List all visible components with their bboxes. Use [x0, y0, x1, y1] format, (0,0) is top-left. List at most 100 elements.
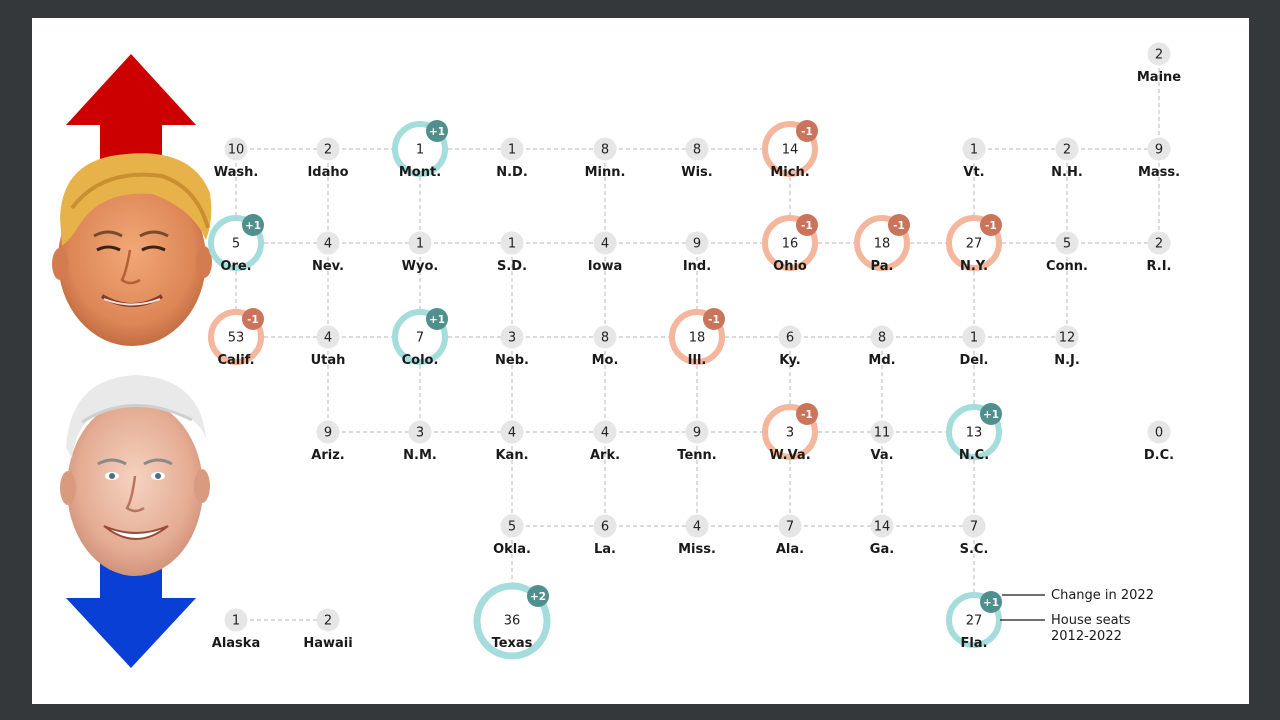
- seat-node: [316, 420, 340, 444]
- state-ky: 6 Ky.: [778, 325, 802, 368]
- state-hawaii: 2 Hawaii: [303, 608, 353, 651]
- state-ohio: 16 Ohio -1: [762, 214, 818, 274]
- seat-node: [1147, 137, 1171, 161]
- state-wash: 10 Wash.: [214, 137, 258, 180]
- seat-count: 6: [786, 331, 794, 346]
- seat-count: 3: [416, 426, 424, 441]
- seat-count: 2: [1155, 48, 1163, 63]
- seat-count: 1: [970, 331, 978, 346]
- seat-count: 7: [970, 520, 978, 535]
- state-r-i: 2 R.I.: [1147, 231, 1171, 274]
- state-label: N.H.: [1051, 165, 1083, 180]
- seat-count: 2: [324, 614, 332, 629]
- seat-node: [870, 325, 894, 349]
- state-mass: 9 Mass.: [1138, 137, 1180, 180]
- state-maine: 2 Maine: [1137, 42, 1181, 85]
- state-label: N.D.: [496, 165, 528, 180]
- seat-count: 11: [874, 426, 891, 441]
- state-label: W.Va.: [769, 448, 810, 463]
- state-label: Ark.: [590, 448, 620, 463]
- tile-grid-map: 2Maine10Wash.2Idaho1Mont.+11N.D.8Minn.8W…: [52, 42, 1181, 668]
- change-badge: [980, 214, 1002, 236]
- state-label: Ill.: [688, 353, 707, 368]
- seat-count: 3: [786, 426, 794, 441]
- state-ind: 9 Ind.: [683, 231, 711, 274]
- state-label: N.C.: [959, 448, 989, 463]
- seat-node: [1147, 420, 1171, 444]
- seat-count: 7: [786, 520, 794, 535]
- seat-count: 2: [324, 143, 332, 158]
- seat-count: 16: [782, 237, 799, 252]
- state-n-j: 12 N.J.: [1054, 325, 1080, 368]
- state-s-d: 1 S.D.: [497, 231, 527, 274]
- seat-count: 10: [228, 143, 245, 158]
- state-md: 8 Md.: [868, 325, 896, 368]
- state-label: Ala.: [776, 542, 804, 557]
- up-arrow-icon: [66, 54, 196, 168]
- state-label: N.M.: [403, 448, 437, 463]
- state-ill: 18 Ill. -1: [669, 308, 725, 368]
- state-label: Ind.: [683, 259, 711, 274]
- seat-count: 0: [1155, 426, 1163, 441]
- trump-face-icon: [52, 153, 212, 346]
- state-la: 6 La.: [593, 514, 617, 557]
- state-label: Neb.: [495, 353, 529, 368]
- state-label: Hawaii: [303, 636, 352, 651]
- seat-count: 14: [874, 520, 891, 535]
- seat-node: [1055, 137, 1079, 161]
- seat-node: [408, 420, 432, 444]
- state-label: Ga.: [870, 542, 894, 557]
- state-w-va: 3 W.Va. -1: [762, 403, 818, 463]
- seat-node: [224, 608, 248, 632]
- state-label: D.C.: [1144, 448, 1174, 463]
- seat-node: [962, 325, 986, 349]
- seat-count: 8: [601, 143, 609, 158]
- state-d-c: 0 D.C.: [1144, 420, 1174, 463]
- state-idaho: 2 Idaho: [307, 137, 349, 180]
- legend-seats-label-line2: 2012-2022: [1051, 629, 1122, 644]
- change-badge: [426, 308, 448, 330]
- state-label: Ariz.: [311, 448, 344, 463]
- state-n-c: 13 N.C. +1: [946, 403, 1002, 463]
- seat-count: 14: [782, 143, 799, 158]
- seat-node: [500, 137, 524, 161]
- change-value: -1: [801, 220, 813, 232]
- state-label: Minn.: [585, 165, 626, 180]
- change-badge: [527, 585, 549, 607]
- state-label: S.D.: [497, 259, 527, 274]
- state-label: N.J.: [1054, 353, 1080, 368]
- change-badge: [980, 403, 1002, 425]
- state-ark: 4 Ark.: [590, 420, 620, 463]
- state-label: Vt.: [963, 165, 984, 180]
- state-ala: 7 Ala.: [776, 514, 804, 557]
- state-n-d: 1 N.D.: [496, 137, 528, 180]
- state-mont: 1 Mont. +1: [392, 120, 448, 180]
- state-calif: 53 Calif. -1: [208, 308, 264, 368]
- change-badge: [703, 308, 725, 330]
- state-label: Idaho: [307, 165, 348, 180]
- seat-node: [778, 325, 802, 349]
- state-n-h: 2 N.H.: [1051, 137, 1083, 180]
- seat-node: [685, 514, 709, 538]
- state-colo: 7 Colo. +1: [392, 308, 448, 368]
- change-value: -1: [801, 126, 813, 138]
- state-n-y: 27 N.Y. -1: [946, 214, 1002, 274]
- seat-node: [870, 514, 894, 538]
- seat-count: 4: [693, 520, 701, 535]
- change-value: -1: [247, 314, 259, 326]
- change-badge: [242, 214, 264, 236]
- state-label: Okla.: [493, 542, 531, 557]
- state-label: Miss.: [678, 542, 716, 557]
- state-n-m: 3 N.M.: [403, 420, 437, 463]
- seat-count: 4: [508, 426, 516, 441]
- state-neb: 3 Neb.: [495, 325, 529, 368]
- state-label: Maine: [1137, 70, 1181, 85]
- change-value: +2: [530, 591, 546, 603]
- state-label: Texas: [492, 636, 533, 651]
- state-label: Wyo.: [402, 259, 439, 274]
- state-alaska: 1 Alaska: [212, 608, 260, 651]
- state-minn: 8 Minn.: [585, 137, 626, 180]
- state-label: Ohio: [773, 259, 807, 274]
- state-s-c: 7 S.C.: [960, 514, 988, 557]
- state-nev: 4 Nev.: [312, 231, 344, 274]
